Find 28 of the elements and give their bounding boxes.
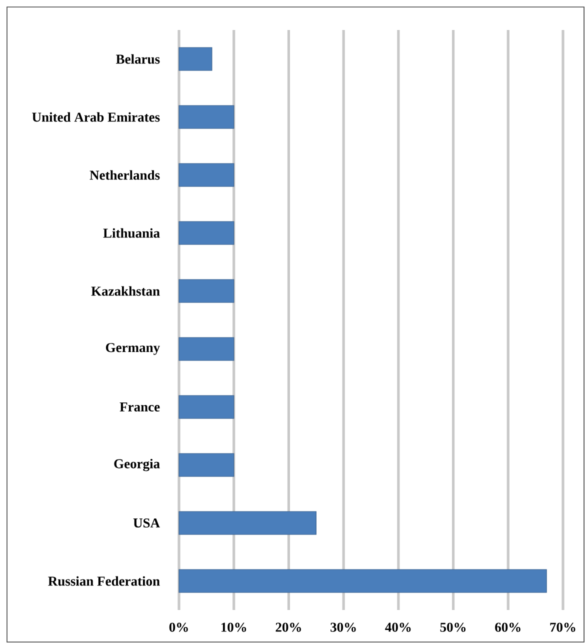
y-tick-label: Russian Federation (48, 576, 160, 586)
bar (178, 337, 234, 361)
x-tick-label: 50% (440, 622, 466, 632)
x-tick-label: 30% (330, 622, 356, 632)
x-tick-label: 10% (221, 622, 246, 632)
y-tick-label: United Arab Emirates (32, 112, 160, 122)
y-tick-label: Georgia (114, 458, 160, 472)
y-tick-label: Kazakhstan (91, 286, 160, 296)
x-tick-label: 0% (169, 622, 188, 632)
bar (178, 511, 316, 535)
bar (178, 163, 234, 187)
bar (178, 395, 234, 419)
bar (178, 105, 234, 129)
x-tick-label: 40% (385, 622, 411, 632)
bar (178, 453, 234, 477)
bar (178, 47, 212, 71)
y-tick-label: Netherlands (90, 170, 160, 180)
bar (178, 569, 547, 593)
bar (178, 221, 234, 245)
bar (178, 279, 234, 303)
x-tick-label: 60% (495, 622, 520, 632)
y-tick-label: Belarus (116, 54, 160, 64)
y-tick-label: Germany (106, 343, 160, 355)
x-tick-label: 20% (276, 622, 301, 632)
y-tick-label: Lithuania (103, 228, 160, 238)
y-tick-label: France (120, 402, 160, 412)
x-tick-label: 70% (550, 622, 576, 632)
y-tick-label: USA (133, 518, 160, 528)
